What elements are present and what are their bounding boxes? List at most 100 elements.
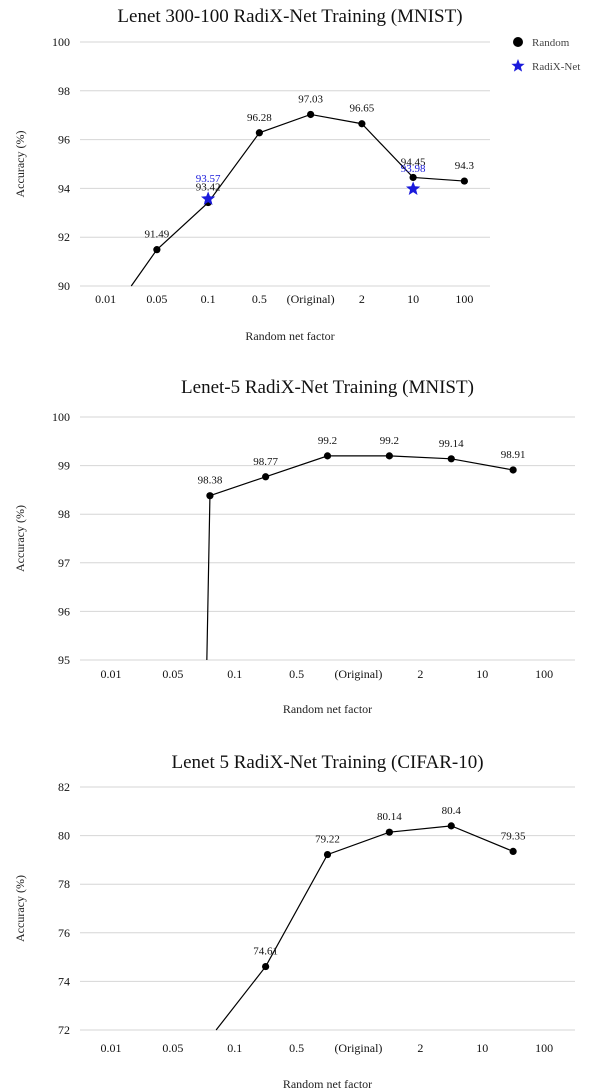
- x-tick-label: 10: [407, 292, 419, 306]
- data-label: 99.2: [380, 435, 399, 447]
- x-tick-label: (Original): [334, 667, 382, 681]
- y-axis-label: Accuracy (%): [13, 131, 27, 198]
- y-tick-label: 98: [58, 84, 70, 98]
- data-label: 79.22: [315, 834, 340, 846]
- data-point: [447, 455, 455, 463]
- x-tick-label: 0.5: [289, 667, 304, 681]
- x-tick-label: 0.1: [227, 667, 242, 681]
- data-label: 94.3: [455, 160, 475, 172]
- data-label: 98.91: [501, 449, 526, 461]
- y-tick-label: 97: [58, 556, 70, 570]
- x-tick-label: 0.01: [100, 667, 121, 681]
- series-line: [206, 455, 514, 661]
- data-point: [262, 962, 270, 971]
- data-point: [153, 246, 161, 254]
- x-axis-label: Random net factor: [283, 1077, 372, 1091]
- data-label: 97.03: [298, 93, 323, 105]
- y-tick-label: 72: [58, 1023, 70, 1037]
- y-tick-label: 98: [58, 507, 70, 521]
- data-point: [509, 466, 517, 474]
- x-tick-label: 0.05: [146, 292, 167, 306]
- y-tick-label: 90: [58, 279, 70, 293]
- data-point: [307, 110, 315, 119]
- data-label: 99.2: [318, 435, 337, 447]
- y-tick-label: 100: [52, 35, 70, 49]
- data-point: [385, 452, 393, 460]
- y-tick-label: 94: [58, 181, 70, 195]
- data-point: [262, 473, 270, 481]
- chart-lenet5-cifar10: Lenet 5 RadiX-Net Training (CIFAR-10) 72 7…: [13, 752, 575, 1091]
- y-tick-label: 74: [58, 974, 70, 988]
- data-label: 93.42: [196, 182, 221, 194]
- data-label: 79.35: [501, 830, 526, 842]
- x-tick-label: 0.01: [95, 292, 116, 306]
- x-tick-label: 100: [535, 1041, 553, 1055]
- data-point: [255, 129, 263, 137]
- data-point: [447, 822, 455, 830]
- data-point: [409, 173, 417, 182]
- y-tick-label: 100: [52, 410, 70, 424]
- data-point: [323, 850, 332, 859]
- data-label: 96.28: [247, 112, 272, 124]
- x-tick-label: (Original): [334, 1041, 382, 1055]
- data-point: [323, 452, 332, 460]
- chart-lenet5-mnist: Lenet-5 RadiX-Net Training (MNIST) 95 96 97…: [13, 377, 575, 716]
- y-tick-label: 96: [58, 604, 70, 618]
- x-tick-label: 0.5: [289, 1041, 304, 1055]
- data-label: 74.61: [253, 946, 278, 958]
- legend-marker-radixnet: [511, 59, 525, 72]
- chart-lenet300-mnist: Lenet 300-100 RadiX-Net Training (MNIST)…: [13, 6, 580, 343]
- data-label: 91.49: [145, 229, 170, 241]
- data-label: 98.38: [198, 475, 223, 487]
- x-tick-label: 2: [417, 1041, 423, 1055]
- chart-title: Lenet 5 RadiX-Net Training (CIFAR-10): [171, 752, 483, 773]
- y-tick-label: 99: [58, 459, 70, 473]
- x-tick-label: 0.5: [252, 292, 267, 306]
- data-label: 80.4: [442, 805, 462, 817]
- chart-title: Lenet-5 RadiX-Net Training (MNIST): [181, 377, 474, 398]
- data-point: [206, 492, 214, 500]
- x-tick-label: 2: [359, 292, 365, 306]
- x-tick-label: 10: [476, 1041, 488, 1055]
- y-tick-label: 76: [58, 926, 70, 940]
- data-point: [509, 847, 517, 855]
- x-tick-label: 2: [417, 667, 423, 681]
- x-axis-label: Random net factor: [283, 702, 372, 716]
- legend-entry: Random: [532, 37, 570, 49]
- legend-marker-random: [513, 37, 523, 47]
- data-point-star: [405, 181, 421, 195]
- chart-title: Lenet 300-100 RadiX-Net Training (MNIST): [117, 6, 462, 27]
- series-line: [215, 825, 514, 1031]
- y-axis-label: Accuracy (%): [13, 875, 27, 942]
- x-tick-label: 100: [535, 667, 553, 681]
- x-tick-label: 0.05: [162, 667, 183, 681]
- data-point: [358, 120, 366, 128]
- y-tick-label: 95: [58, 653, 70, 667]
- data-label: 99.14: [439, 438, 464, 450]
- data-label: 80.14: [377, 811, 402, 823]
- data-label: 93.57: [196, 173, 221, 185]
- data-label: 96.65: [350, 103, 375, 115]
- data-point: [460, 177, 468, 185]
- x-axis-label: Random net factor: [245, 329, 334, 343]
- data-point: [385, 828, 393, 836]
- y-tick-label: 96: [58, 133, 70, 147]
- legend-entry: RadiX-Net: [532, 61, 580, 73]
- y-tick-label: 92: [58, 230, 70, 244]
- x-tick-label: 100: [455, 292, 473, 306]
- data-point-star: [200, 191, 216, 205]
- x-tick-label: 0.01: [100, 1041, 121, 1055]
- y-tick-label: 82: [58, 780, 70, 794]
- y-axis-label: Accuracy (%): [13, 505, 27, 572]
- y-tick-label: 80: [58, 829, 70, 843]
- x-tick-label: (Original): [287, 292, 335, 306]
- x-tick-label: 0.1: [227, 1041, 242, 1055]
- x-tick-label: 0.1: [201, 292, 216, 306]
- y-tick-label: 78: [58, 877, 70, 891]
- x-tick-label: 0.05: [162, 1041, 183, 1055]
- data-label: 94.45: [401, 156, 426, 168]
- data-label: 98.77: [253, 456, 278, 468]
- data-label: 93.98: [401, 163, 426, 175]
- series-line: [130, 113, 465, 287]
